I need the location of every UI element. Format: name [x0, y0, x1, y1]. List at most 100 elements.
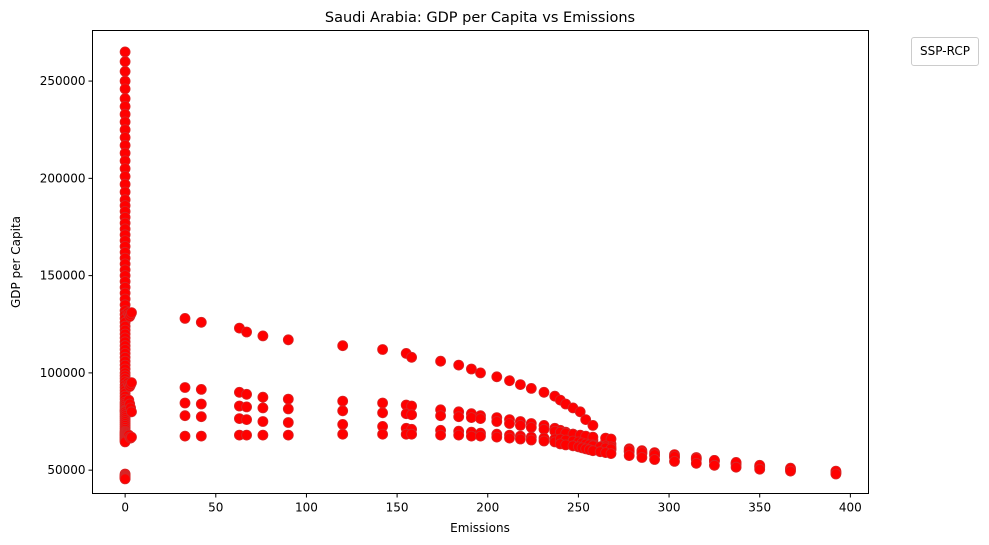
- data-point: [282, 403, 294, 415]
- data-point: [282, 417, 294, 428]
- x-tick-label: 300: [658, 501, 681, 515]
- plot-frame: [92, 30, 869, 494]
- data-point: [406, 409, 418, 421]
- data-point: [179, 430, 191, 442]
- data-point: [504, 375, 515, 387]
- data-point: [465, 363, 477, 375]
- data-point: [337, 340, 349, 352]
- data-point: [257, 330, 269, 342]
- data-point: [406, 428, 418, 440]
- data-point: [730, 461, 742, 473]
- data-point: [491, 431, 503, 443]
- data-point: [580, 414, 592, 426]
- data-point: [377, 397, 389, 409]
- x-tick-label: 250: [567, 501, 590, 515]
- data-point: [709, 459, 720, 471]
- data-point: [282, 334, 294, 346]
- data-point: [649, 454, 660, 465]
- y-axis-ticks: 50000 100000 150000 200000 250000: [40, 74, 93, 477]
- data-point: [257, 416, 269, 427]
- data-point: [475, 413, 486, 425]
- data-point: [435, 429, 447, 441]
- data-point: [195, 383, 207, 395]
- data-point: [525, 434, 537, 446]
- data-point: [465, 412, 477, 424]
- y-tick-label: 50000: [47, 463, 85, 477]
- data-point: [119, 66, 131, 77]
- data-point: [754, 463, 766, 475]
- data-point: [435, 355, 447, 367]
- legend: SSP-RCP: [911, 37, 979, 66]
- data-point: [241, 414, 253, 426]
- data-point: [337, 428, 349, 440]
- data-point: [515, 419, 526, 431]
- data-point: [453, 429, 465, 441]
- data-point: [435, 410, 447, 422]
- data-point: [377, 428, 389, 440]
- y-tick-label: 200000: [40, 171, 86, 185]
- y-tick-label: 150000: [40, 269, 86, 283]
- data-point: [453, 411, 465, 423]
- data-point: [257, 402, 269, 414]
- data-point: [669, 455, 680, 467]
- data-point: [830, 468, 842, 480]
- data-point: [241, 326, 253, 338]
- x-axis-ticks: 0 50 100 150 200 250 300 350 400: [121, 493, 862, 515]
- x-tick-label: 150: [386, 501, 409, 515]
- x-tick-label: 200: [476, 501, 499, 515]
- x-tick-label: 100: [295, 501, 318, 515]
- data-point: [179, 410, 191, 422]
- data-point: [504, 432, 515, 444]
- data-points: [119, 46, 842, 485]
- data-point: [515, 379, 526, 391]
- legend-title: SSP-RCP: [920, 44, 970, 58]
- data-point: [377, 344, 389, 355]
- data-point: [337, 418, 349, 430]
- data-point: [195, 430, 207, 442]
- x-tick-label: 0: [121, 501, 129, 515]
- data-point: [241, 401, 253, 413]
- data-point: [282, 393, 294, 405]
- data-point: [377, 407, 389, 419]
- data-point: [587, 419, 599, 431]
- data-point: [179, 382, 191, 393]
- x-tick-label: 350: [748, 501, 771, 515]
- data-point: [515, 433, 526, 445]
- data-point: [119, 83, 131, 95]
- y-tick-label: 100000: [40, 366, 86, 380]
- data-point: [126, 307, 137, 319]
- data-point: [636, 452, 648, 463]
- data-point: [257, 391, 269, 403]
- x-tick-label: 50: [208, 501, 223, 515]
- data-point: [119, 473, 131, 485]
- data-point: [195, 411, 207, 423]
- data-point: [282, 429, 294, 441]
- data-point: [491, 371, 503, 383]
- data-point: [465, 430, 477, 442]
- data-point: [623, 450, 635, 462]
- data-point: [179, 397, 191, 409]
- data-point: [690, 457, 702, 469]
- data-point: [605, 448, 617, 460]
- data-point: [257, 429, 269, 441]
- data-point: [538, 386, 550, 398]
- data-point: [119, 56, 131, 67]
- x-axis-label: Emissions: [450, 521, 510, 535]
- data-point: [475, 430, 486, 442]
- data-point: [241, 388, 253, 400]
- data-point: [475, 367, 486, 379]
- data-point: [179, 312, 191, 324]
- data-point: [195, 316, 207, 328]
- data-point: [406, 351, 418, 363]
- data-point: [504, 418, 515, 429]
- y-axis-label: GDP per Capita: [9, 216, 23, 308]
- data-point: [491, 416, 503, 427]
- data-point: [241, 429, 253, 441]
- data-point: [126, 431, 137, 443]
- data-point: [538, 435, 550, 447]
- data-point: [126, 377, 137, 389]
- data-point: [525, 382, 537, 394]
- data-point: [337, 405, 349, 417]
- data-point: [525, 421, 537, 433]
